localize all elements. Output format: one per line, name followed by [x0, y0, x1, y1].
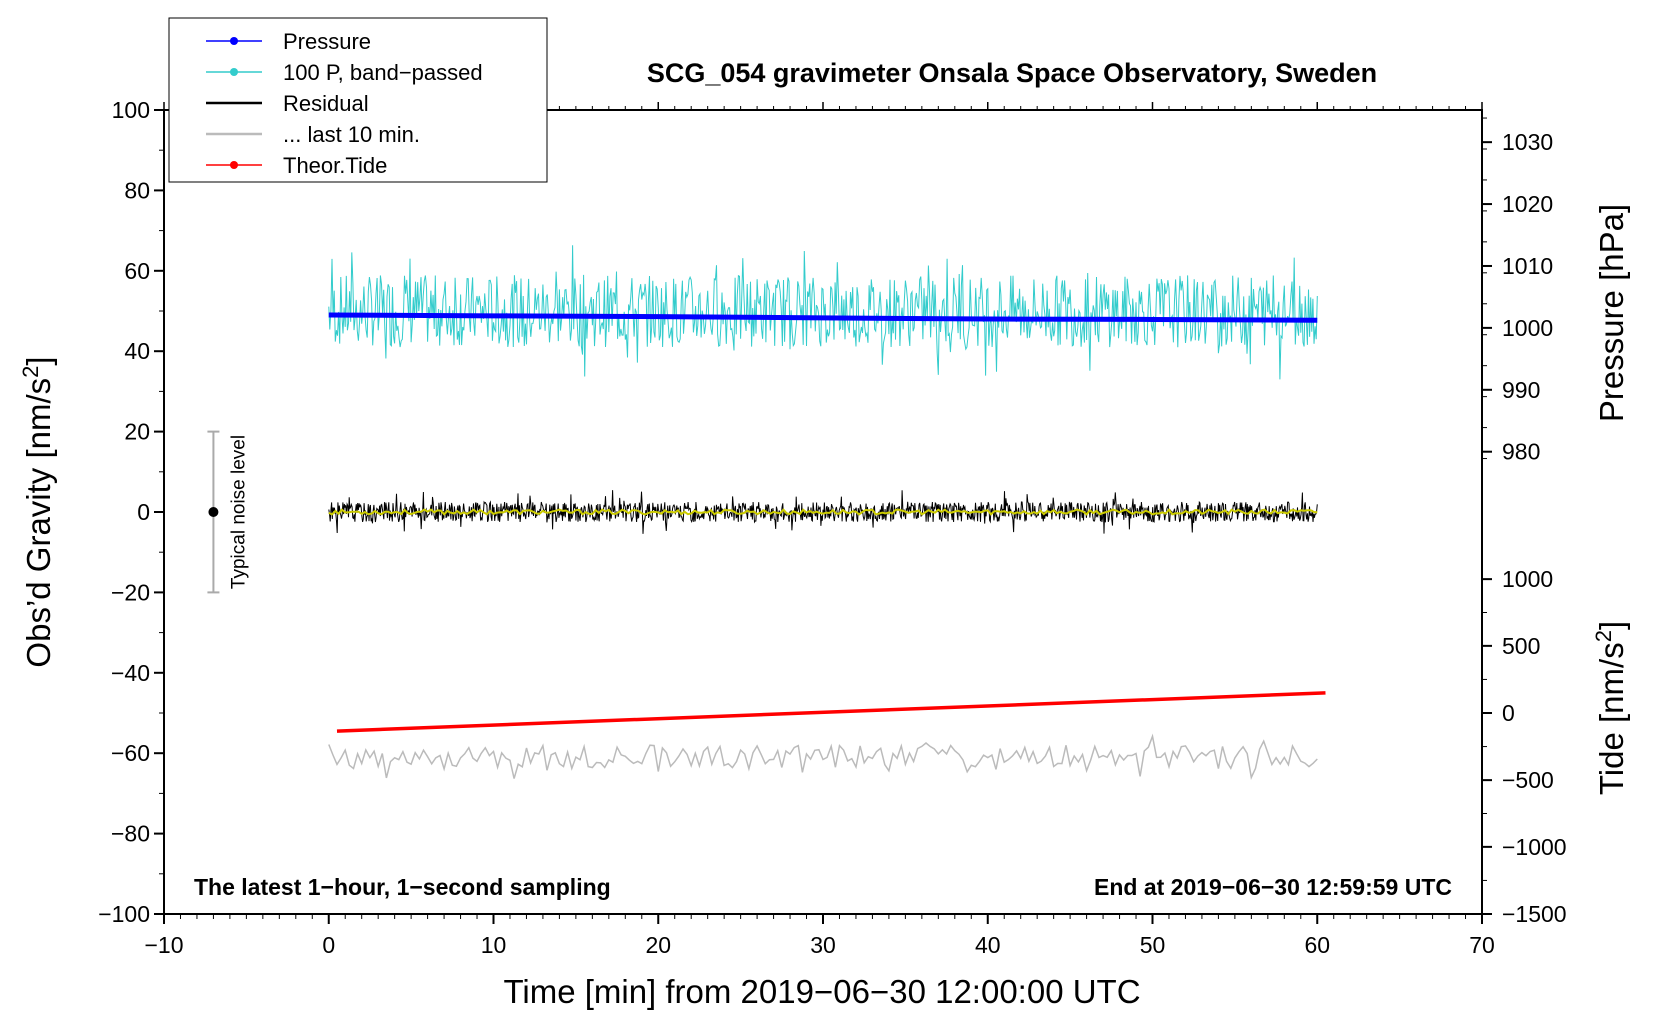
tide-tick-label: 1000 — [1502, 566, 1553, 592]
x-tick-label: 70 — [1469, 932, 1495, 958]
legend-label: 100 P, band−passed — [283, 60, 483, 85]
y-tick-label: −40 — [111, 660, 150, 686]
y-tick-label: −60 — [111, 740, 150, 766]
x-tick-label: 0 — [322, 932, 335, 958]
y-axis-tide-title: Tide [nm/s2] — [1591, 621, 1630, 795]
pressure-tick-label: 980 — [1502, 439, 1540, 465]
tide-tick-label: 0 — [1502, 700, 1515, 726]
series-residual-smoothed-line — [328, 508, 1318, 516]
legend-swatch-marker — [230, 37, 238, 45]
x-tick-label: −10 — [144, 932, 183, 958]
end-time-annotation: End at 2019−06−30 12:59:59 UTC — [1094, 874, 1452, 900]
tide-tick-label: −1000 — [1502, 834, 1567, 860]
chart-title: SCG_054 gravimeter Onsala Space Observat… — [647, 58, 1377, 88]
pressure-tick-label: 1030 — [1502, 129, 1553, 155]
legend-swatch-marker — [230, 161, 238, 169]
y-axis-pressure-title: Pressure [hPa] — [1593, 204, 1630, 422]
tide-tick-label: 500 — [1502, 633, 1540, 659]
noise-bar: Typical noise level — [207, 430, 249, 594]
pressure-tick-label: 1010 — [1502, 253, 1553, 279]
legend: Pressure 100 P, band−passed Residual ... la… — [168, 17, 548, 183]
series-bandpassed-pressure-line — [328, 245, 1318, 380]
pressure-tick-label: 990 — [1502, 377, 1540, 403]
series-residual-line — [328, 490, 1318, 534]
series-pressure-line — [328, 312, 1318, 323]
tide-tick-label: −1500 — [1502, 901, 1567, 927]
sampling-annotation: The latest 1−hour, 1−second sampling — [194, 874, 611, 900]
pressure-tick-label: 1000 — [1502, 315, 1553, 341]
y-tick-label: 60 — [124, 258, 150, 284]
axis-ticks: −10 0 10 20 30 40 50 60 70100806040200−20−40−60−… — [98, 97, 1566, 958]
y-tick-label: 100 — [112, 97, 150, 123]
noise-bar-center-dot — [208, 507, 219, 517]
x-axis-title: Time [min] from 2019−06−30 12:00:00 UTC — [503, 973, 1140, 1010]
x-tick-label: 10 — [481, 932, 507, 958]
x-tick-label: 60 — [1304, 932, 1330, 958]
legend-label: ... last 10 min. — [283, 122, 420, 147]
x-tick-label: 40 — [975, 932, 1001, 958]
y-tick-label: −100 — [98, 901, 150, 927]
y-tick-label: −20 — [111, 579, 150, 605]
legend-label: Residual — [283, 91, 369, 116]
y-tick-label: −80 — [111, 821, 150, 847]
pressure-tick-label: 1020 — [1502, 191, 1553, 217]
legend-label: Theor.Tide — [283, 153, 387, 178]
y-tick-label: 40 — [124, 338, 150, 364]
noise-bar-label: Typical noise level — [228, 435, 249, 589]
x-tick-label: 20 — [645, 932, 671, 958]
series-layer — [328, 245, 1326, 781]
y-axis-left-title: Obs’d Gravity [nm/s2] — [18, 356, 57, 667]
tide-tick-label: −500 — [1502, 767, 1554, 793]
legend-swatch-marker — [230, 68, 238, 76]
y-tick-label: 20 — [124, 419, 150, 445]
legend-box — [168, 17, 548, 183]
y-tick-label: 0 — [137, 499, 150, 525]
y-tick-label: 80 — [124, 177, 150, 203]
x-tick-label: 50 — [1140, 932, 1166, 958]
series-theor-tide-line — [336, 691, 1326, 733]
series-last-10-min-line — [328, 733, 1318, 781]
x-tick-label: 30 — [810, 932, 836, 958]
legend-label: Pressure — [283, 29, 371, 54]
